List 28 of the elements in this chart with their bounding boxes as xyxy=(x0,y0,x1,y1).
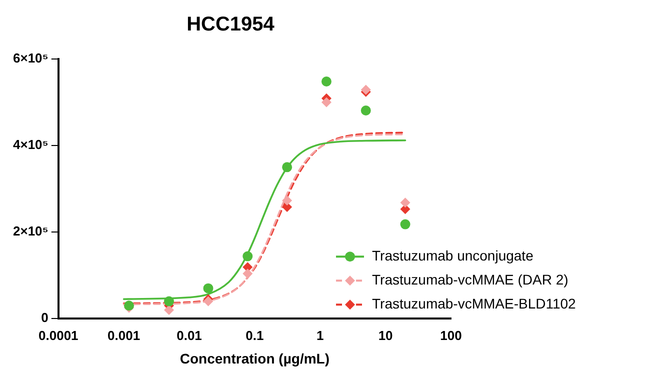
chart-title: HCC1954 xyxy=(186,14,276,36)
point xyxy=(360,105,371,116)
point xyxy=(242,251,253,262)
x-tick-label: 10 xyxy=(378,328,393,343)
y-tick-label: 6×10⁵ xyxy=(13,50,48,66)
point xyxy=(321,97,332,108)
x-axis-title: Concentration (µg/mL) xyxy=(180,350,330,366)
point xyxy=(321,76,332,86)
point xyxy=(164,304,174,315)
y-tick-label: 0 xyxy=(41,310,48,326)
y-tick-label: 4×10⁵ xyxy=(13,137,48,152)
x-tick-label: 0.01 xyxy=(176,328,202,343)
point xyxy=(282,162,292,172)
x-tick-label: 0.1 xyxy=(246,328,264,343)
x-tick-label: 100 xyxy=(440,328,462,343)
legend-label: Trastuzumab unconjugate xyxy=(372,247,534,264)
x-tick-label: 0.0001 xyxy=(38,328,78,343)
point xyxy=(164,296,174,306)
point xyxy=(282,195,292,206)
legend-label: Trastuzumab-vcMMAE-BLD1102 xyxy=(372,295,576,312)
x-tick-label: 0.001 xyxy=(108,328,140,343)
point xyxy=(203,283,214,294)
point xyxy=(400,219,410,230)
point xyxy=(400,198,410,208)
legend-label: Trastuzumab-vcMMAE (DAR 2) xyxy=(372,271,568,288)
point xyxy=(242,268,253,279)
x-tick-label: 1 xyxy=(316,328,324,343)
y-tick-label: 2×10⁵ xyxy=(13,224,48,239)
